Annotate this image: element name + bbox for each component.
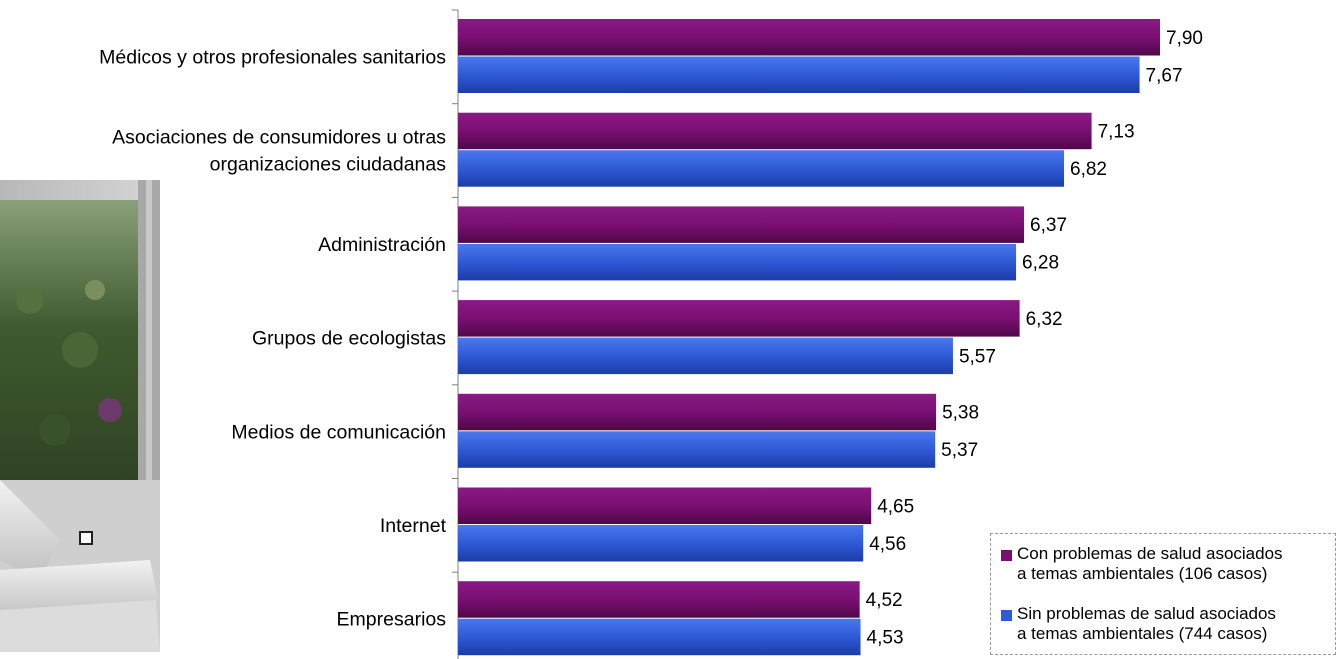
legend-item-series-2: Sin problemas de salud asociados a temas… <box>1001 604 1337 644</box>
legend: Con problemas de salud asociados a temas… <box>990 533 1336 655</box>
legend-label-series-1-line-1: Con problemas de salud asociados <box>1017 544 1283 563</box>
bar-sin-4 <box>458 431 936 468</box>
category-label-2: Administración <box>318 234 446 256</box>
data-label-sin-4: 5,37 <box>941 440 978 461</box>
data-label-sin-3: 5,57 <box>959 346 996 367</box>
legend-item-series-1: Con problemas de salud asociados a temas… <box>1001 544 1337 584</box>
legend-swatch-series-1 <box>1001 550 1012 561</box>
data-label-sin-2: 6,28 <box>1022 253 1059 274</box>
category-label-3: Grupos de ecologistas <box>252 328 446 350</box>
category-label-5: Internet <box>380 515 447 537</box>
bar-con-5 <box>458 487 872 524</box>
category-label-0: Médicos y otros profesionales sanitarios <box>99 47 446 69</box>
data-label-con-5: 4,65 <box>877 496 914 517</box>
data-label-con-1: 7,13 <box>1098 121 1135 142</box>
bar-con-6 <box>458 581 860 618</box>
bar-con-2 <box>458 206 1025 243</box>
legend-swatch-series-2 <box>1001 610 1012 621</box>
data-label-con-6: 4,52 <box>866 590 903 611</box>
legend-label-series-2-line-1: Sin problemas de salud asociados <box>1017 604 1276 623</box>
bar-con-0 <box>458 19 1160 56</box>
bar-sin-3 <box>458 337 953 375</box>
bar-sin-5 <box>458 525 864 562</box>
bar-sin-0 <box>458 56 1140 93</box>
data-label-sin-6: 4,53 <box>867 627 904 648</box>
bar-sin-6 <box>458 618 861 656</box>
bar-con-1 <box>458 112 1092 150</box>
legend-label-series-1-line-2: a temas ambientales (106 casos) <box>1017 564 1268 583</box>
category-label-4: Medios de comunicación <box>231 421 446 443</box>
category-label-6: Empresarios <box>337 609 447 631</box>
bar-con-4 <box>458 393 937 431</box>
bar-sin-2 <box>458 243 1017 281</box>
data-label-sin-5: 4,56 <box>869 534 906 555</box>
data-label-con-4: 5,38 <box>942 403 979 424</box>
data-label-con-3: 6,32 <box>1026 309 1063 330</box>
legend-label-series-1: Con problemas de salud asociados a temas… <box>1017 544 1337 584</box>
data-label-con-2: 6,37 <box>1030 215 1067 236</box>
background-photo <box>0 180 160 652</box>
category-label-1-line-1: Asociaciones de consumidores u otras <box>112 127 446 149</box>
legend-label-series-2-line-2: a temas ambientales (744 casos) <box>1017 624 1268 643</box>
bar-con-3 <box>458 300 1020 337</box>
data-label-sin-1: 6,82 <box>1070 159 1107 180</box>
data-label-sin-0: 7,67 <box>1146 65 1183 86</box>
bar-sin-1 <box>458 150 1065 187</box>
data-label-con-0: 7,90 <box>1166 28 1203 49</box>
category-label-1-line-2: organizaciones ciudadanas <box>210 154 447 176</box>
legend-label-series-2: Sin problemas de salud asociados a temas… <box>1017 604 1337 644</box>
